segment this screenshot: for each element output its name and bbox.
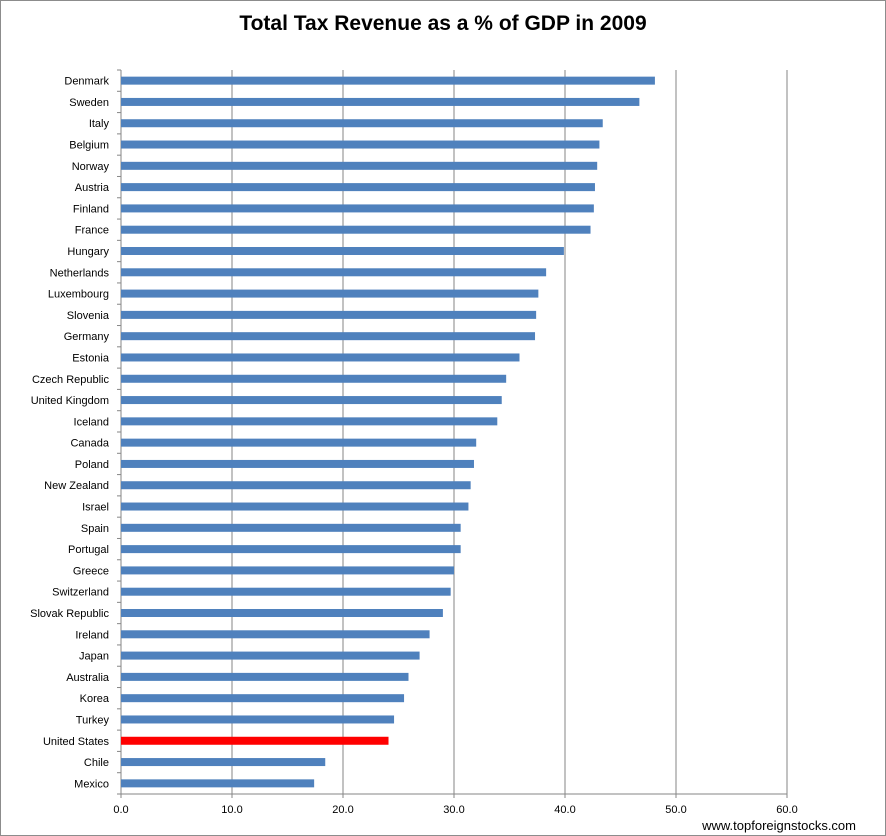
bar [121, 76, 655, 85]
category-label: Iceland [74, 416, 109, 428]
bar [121, 396, 502, 405]
category-label: Hungary [67, 246, 109, 258]
category-label: Mexico [74, 778, 109, 790]
bar [121, 119, 603, 128]
category-label: Korea [80, 693, 110, 705]
category-label: Australia [66, 672, 110, 684]
bar [121, 481, 471, 490]
bar [121, 587, 451, 596]
category-label: Germany [64, 331, 110, 343]
bar [121, 183, 595, 192]
category-label: Finland [73, 203, 109, 215]
bar [121, 694, 405, 703]
category-label: Czech Republic [32, 374, 110, 386]
x-tick-label: 60.0 [776, 804, 797, 816]
category-label: Austria [75, 182, 110, 194]
category-label: Sweden [69, 97, 109, 109]
category-label: France [75, 225, 109, 237]
x-tick-label: 50.0 [665, 804, 686, 816]
category-label: Chile [84, 757, 109, 769]
x-tick-label: 30.0 [443, 804, 464, 816]
bar [121, 779, 315, 788]
bar [121, 247, 564, 255]
category-label: Canada [70, 438, 109, 450]
bar [121, 566, 454, 575]
bar [121, 310, 537, 319]
category-label: Belgium [69, 140, 109, 152]
bar [121, 353, 520, 362]
bar [121, 715, 395, 724]
category-label: Japan [79, 651, 109, 663]
bar [121, 672, 409, 681]
bar [121, 438, 477, 447]
bar [121, 204, 594, 213]
category-label: Norway [72, 161, 110, 173]
category-label: United Kingdom [31, 395, 109, 407]
bar [121, 545, 461, 554]
category-label: Slovak Republic [30, 608, 109, 620]
chart-title: Total Tax Revenue as a % of GDP in 2009 [239, 12, 647, 35]
bar [121, 97, 640, 106]
bar [121, 332, 536, 341]
bar [121, 417, 498, 426]
category-label: Luxembourg [48, 289, 109, 301]
category-label: New Zealand [44, 480, 109, 492]
bar [121, 502, 469, 511]
bar [121, 374, 507, 383]
bar [121, 758, 326, 767]
bar [121, 268, 547, 277]
category-label: Poland [75, 459, 109, 471]
category-label: Portugal [68, 544, 109, 556]
category-label: Spain [81, 523, 109, 535]
x-tick-label: 20.0 [332, 804, 353, 816]
category-label: Turkey [76, 714, 110, 726]
bar [121, 140, 600, 149]
category-label: Switzerland [52, 587, 109, 599]
bar [121, 225, 591, 234]
bar [121, 289, 539, 298]
category-label: Ireland [75, 629, 109, 641]
category-label: Estonia [72, 352, 110, 364]
bar [121, 651, 420, 660]
bar [121, 161, 598, 170]
bar-highlighted [121, 736, 389, 745]
category-label: Slovenia [67, 310, 110, 322]
x-tick-label: 10.0 [221, 804, 242, 816]
x-tick-label: 0.0 [113, 804, 128, 816]
category-label: Greece [73, 565, 109, 577]
bar [121, 609, 443, 617]
category-label: Israel [82, 502, 109, 514]
category-label: Denmark [64, 76, 109, 88]
category-label: Netherlands [50, 267, 110, 279]
source-credit: www.topforeignstocks.com [702, 818, 856, 833]
bar [121, 630, 430, 639]
category-label: United States [43, 736, 110, 748]
bar [121, 523, 461, 532]
category-label: Italy [89, 118, 110, 130]
x-tick-label: 40.0 [554, 804, 575, 816]
bar [121, 459, 474, 468]
